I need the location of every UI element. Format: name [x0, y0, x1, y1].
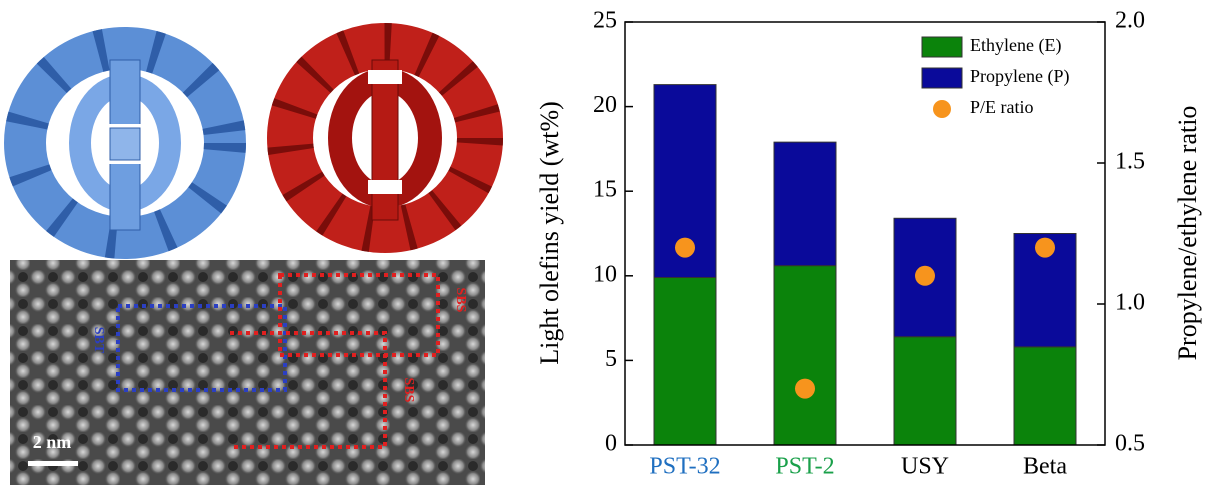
x-tick-label: PST-32	[649, 454, 720, 480]
annotation: SBT	[91, 327, 106, 354]
bar-segment	[774, 142, 836, 266]
legend-label: Ethylene (E)	[970, 35, 1061, 56]
legend-label: P/E ratio	[970, 97, 1034, 117]
bar-segment	[894, 337, 956, 445]
y-tick-label: 10	[593, 261, 617, 287]
y-tick-label: 0	[605, 431, 617, 457]
legend-swatch	[933, 100, 951, 118]
y2-tick-label: 1.5	[1115, 149, 1145, 175]
y-tick-label: 5	[605, 346, 617, 372]
bar-segment	[774, 266, 836, 445]
y2-tick-label: 0.5	[1115, 431, 1145, 457]
ratio-point	[1035, 238, 1055, 258]
y-axis-label: Light olefins yield (wt%)	[535, 101, 564, 365]
legend-label: Propylene (P)	[970, 66, 1069, 87]
figure: 2 nm SBT SBS SBS Light olefins yield (wt…	[0, 0, 1208, 485]
y2-tick-label: 1.0	[1115, 290, 1145, 316]
scale-bar-label: 2 nm	[33, 432, 72, 452]
ratio-point	[915, 266, 935, 286]
y2-axis-label: Propylene/ethylene ratio	[1173, 106, 1202, 361]
x-tick-label: Beta	[1023, 454, 1067, 480]
ratio-point	[795, 379, 815, 399]
legend-swatch	[922, 68, 962, 88]
page: {"chart_data": {"type": "bar", "stacked"…	[0, 0, 1208, 485]
y2-tick-label: 2.0	[1115, 8, 1145, 34]
blue-cage	[25, 48, 225, 238]
bar-segment	[1014, 347, 1076, 445]
y-tick-label: 20	[593, 92, 617, 118]
annotation: SBS	[401, 378, 416, 403]
annotation: SBS	[453, 288, 468, 313]
red-cage	[290, 46, 480, 230]
y-tick-label: 15	[593, 177, 617, 203]
bar-segment	[654, 277, 716, 445]
y-tick-label: 25	[593, 8, 617, 34]
legend-swatch	[922, 37, 962, 57]
x-tick-label: USY	[901, 454, 949, 480]
x-tick-label: PST-2	[775, 454, 834, 480]
ratio-point	[675, 238, 695, 258]
micrograph	[10, 260, 485, 485]
